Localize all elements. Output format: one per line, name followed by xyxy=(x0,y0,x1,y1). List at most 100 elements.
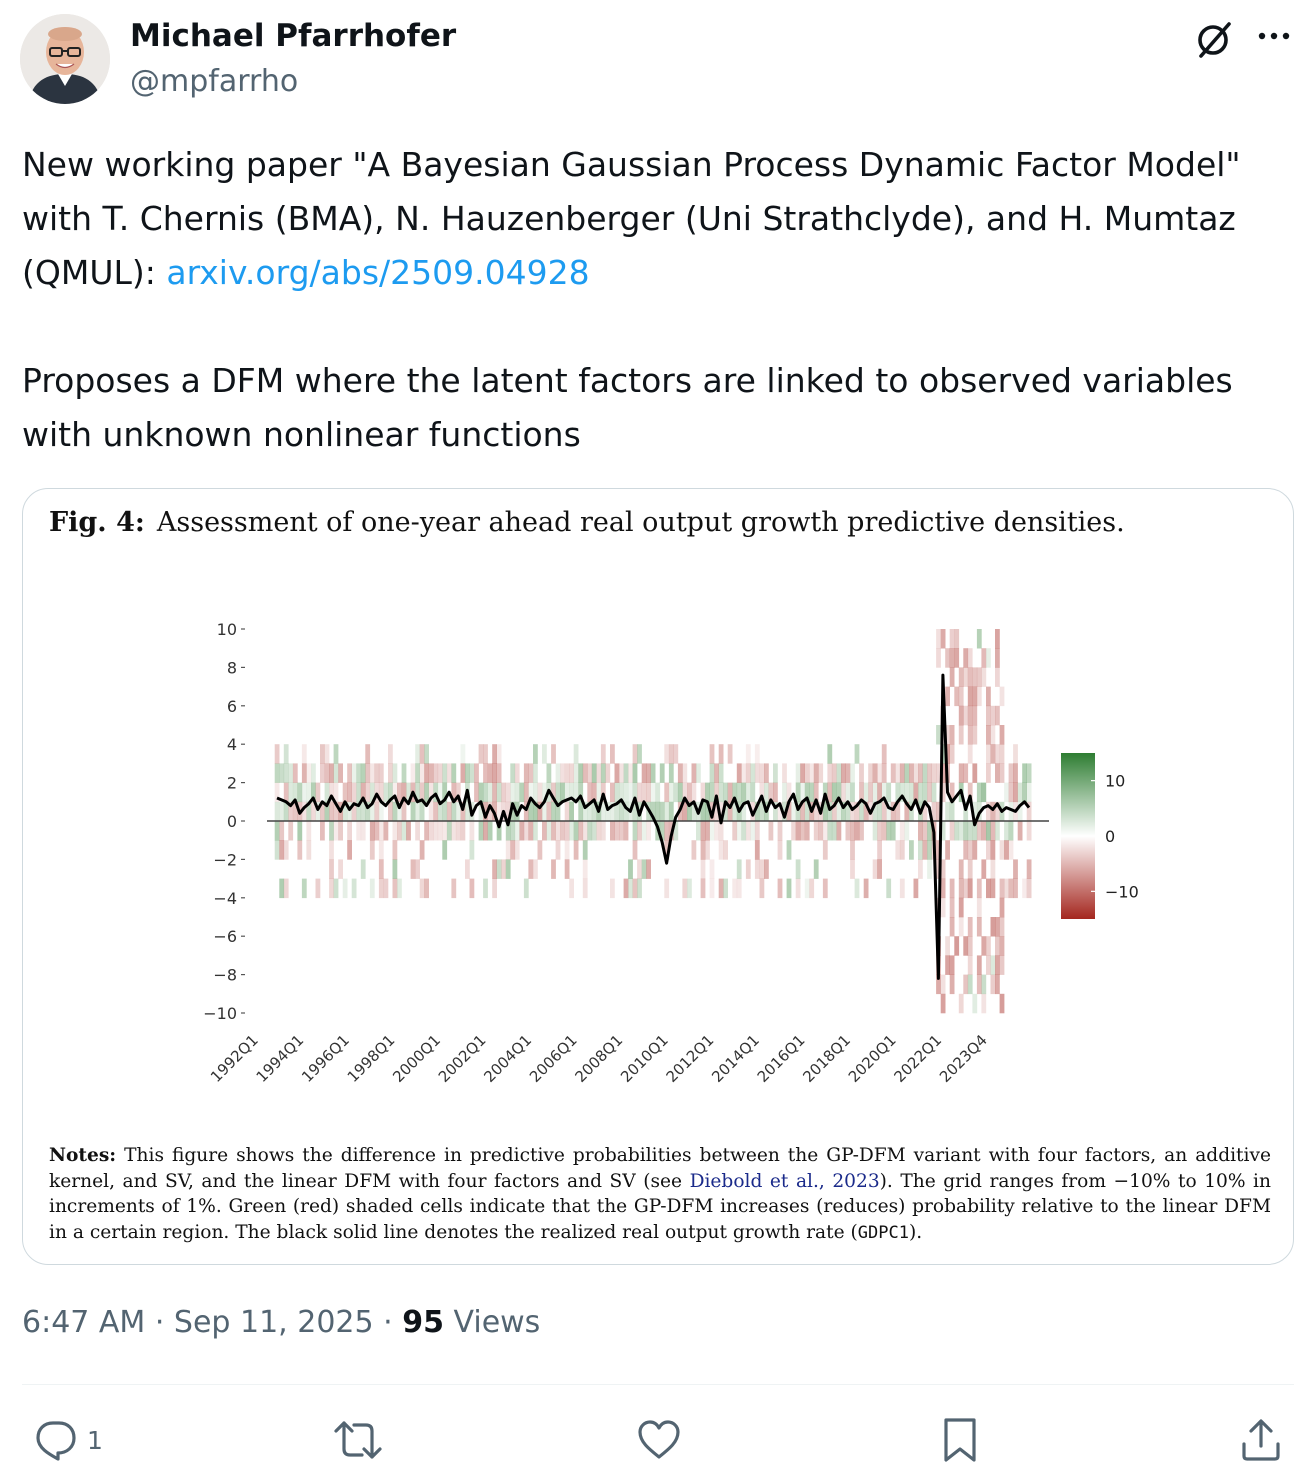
like-button[interactable] xyxy=(636,1410,682,1470)
heatmap-cell xyxy=(347,763,352,783)
heatmap-cell xyxy=(995,955,1000,975)
heatmap-cell xyxy=(1008,840,1014,860)
avatar[interactable] xyxy=(20,14,110,104)
heatmap-cell xyxy=(800,821,805,841)
heatmap-cell xyxy=(773,782,778,803)
reply-button[interactable]: 1 xyxy=(33,1410,103,1470)
heatmap-cell xyxy=(967,782,973,803)
notes-label: Notes: xyxy=(49,1145,117,1166)
heatmap-cell xyxy=(668,782,674,803)
paper-link[interactable]: arxiv.org/abs/2509.04928 xyxy=(166,253,590,292)
heatmap-cell xyxy=(986,744,991,764)
heatmap-cell xyxy=(483,878,488,899)
heatmap-cell xyxy=(632,763,638,783)
tweet-meta: 6:47 AM · Sep 11, 2025 · 95 Views xyxy=(22,1305,540,1340)
heatmap-cell xyxy=(922,782,928,803)
heatmap-cell xyxy=(600,744,606,764)
heatmap-cell xyxy=(850,782,855,803)
grok-icon[interactable] xyxy=(1193,18,1237,62)
heatmap-cell xyxy=(610,878,615,899)
heatmap-cell xyxy=(700,878,706,899)
heatmap-cell xyxy=(419,763,425,783)
heatmap-cell xyxy=(338,859,343,879)
heatmap-cell xyxy=(360,801,366,822)
heatmap-cell xyxy=(650,782,656,803)
heatmap-cell xyxy=(958,667,964,687)
heatmap-cell xyxy=(773,801,778,822)
heatmap-cell xyxy=(673,782,679,803)
x-tick-label: 2006Q1 xyxy=(526,1031,581,1086)
heatmap-cell xyxy=(795,801,801,822)
heatmap-cell xyxy=(533,821,538,841)
heatmap-cell xyxy=(555,801,561,822)
heatmap-cell xyxy=(428,821,434,841)
heatmap-cell xyxy=(945,955,950,975)
heatmap-cell xyxy=(972,801,978,822)
heatmap-cell xyxy=(732,878,738,899)
heatmap-cell xyxy=(351,782,357,803)
heatmap-cell xyxy=(397,878,402,899)
heatmap-cell xyxy=(306,782,312,803)
heatmap-cell xyxy=(836,782,842,803)
heatmap-cell xyxy=(356,821,362,841)
heatmap-cell xyxy=(981,648,987,668)
heatmap-cell xyxy=(637,782,642,803)
heatmap-cell xyxy=(709,763,715,783)
heatmap-cell xyxy=(918,782,923,803)
heatmap-cell xyxy=(736,782,742,803)
author-handle[interactable]: @mpfarrho xyxy=(130,64,299,99)
colorbar-tick-label: 0 xyxy=(1105,827,1115,846)
heatmap-cell xyxy=(365,744,371,764)
figure-image[interactable]: Fig. 4: Assessment of one-year ahead real… xyxy=(22,488,1294,1265)
heatmap-cell xyxy=(401,801,407,822)
heatmap-cell xyxy=(990,821,996,841)
heatmap-cell xyxy=(936,801,941,822)
heatmap-cell xyxy=(587,801,593,822)
author-name[interactable]: Michael Pfarrhofer xyxy=(130,18,457,54)
more-icon[interactable] xyxy=(1252,18,1296,62)
heatmap-cell xyxy=(397,782,402,803)
heatmap-cell xyxy=(537,801,543,822)
heatmap-cell xyxy=(555,782,561,803)
heatmap-cell xyxy=(659,801,665,822)
heatmap-cell xyxy=(401,763,407,783)
heatmap-cell xyxy=(895,763,901,783)
heatmap-cell xyxy=(913,763,919,783)
retweet-button[interactable] xyxy=(333,1410,383,1470)
heatmap-cell xyxy=(1017,821,1023,841)
tweet-timestamp[interactable]: 6:47 AM · Sep 11, 2025 · xyxy=(22,1305,403,1340)
heatmap-cell xyxy=(963,821,969,841)
heatmap-cell xyxy=(967,955,973,975)
heatmap-cell xyxy=(510,840,516,860)
heatmap-cell xyxy=(718,744,724,764)
heatmap-cell xyxy=(442,840,448,860)
heatmap-cell xyxy=(718,878,724,899)
heatmap-cell xyxy=(809,782,815,803)
heatmap-cell xyxy=(709,859,715,879)
bookmark-button[interactable] xyxy=(938,1410,982,1470)
heatmap-cell xyxy=(967,936,973,956)
heatmap-cell xyxy=(528,782,534,803)
heatmap-cell xyxy=(750,782,756,803)
heatmap-cell xyxy=(415,744,420,764)
heatmap-cell xyxy=(877,840,882,860)
heatmap-cell xyxy=(469,763,475,783)
heatmap-cell xyxy=(614,782,620,803)
heatmap-cell xyxy=(963,648,969,668)
share-button[interactable] xyxy=(1238,1410,1284,1470)
heatmap-cell xyxy=(537,840,543,860)
heatmap-cell xyxy=(777,801,783,822)
bookmark-icon xyxy=(944,1418,976,1462)
heatmap-cell xyxy=(995,917,1000,937)
heatmap-cell xyxy=(1022,878,1027,899)
heatmap-cell xyxy=(854,821,860,841)
heatmap-cell xyxy=(700,859,706,879)
heatmap-cell xyxy=(954,686,960,707)
heatmap-cell xyxy=(419,840,425,860)
heatmap-cell xyxy=(659,763,665,783)
heatmap-cell xyxy=(614,821,620,841)
heatmap-cell xyxy=(446,763,452,783)
heatmap-cell xyxy=(913,782,919,803)
heatmap-cell xyxy=(773,763,778,783)
heatmap-cell xyxy=(881,763,887,783)
